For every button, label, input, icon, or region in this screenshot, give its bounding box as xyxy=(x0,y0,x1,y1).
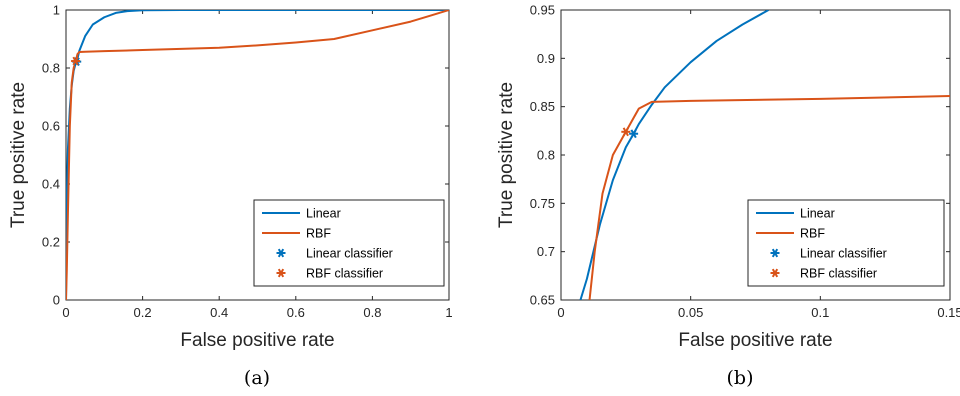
y-tick-label: 0.8 xyxy=(42,61,60,76)
legend-label: Linear classifier xyxy=(800,247,887,261)
panel-caption: (a) xyxy=(244,367,270,389)
marker-rbf-classifier xyxy=(71,56,81,66)
marker-rbf-classifier xyxy=(621,127,631,137)
x-axis-label: False positive rate xyxy=(678,330,832,351)
y-tick-label: 0.4 xyxy=(42,177,60,192)
y-tick-label: 0.7 xyxy=(537,244,555,259)
series-line-rbf xyxy=(588,95,950,300)
y-axis-label: True positive rate xyxy=(496,82,517,228)
legend-swatch-marker xyxy=(276,248,286,258)
legend-swatch-marker xyxy=(770,268,780,278)
series-line-rbf xyxy=(66,10,449,300)
marker-linear-classifier xyxy=(629,129,639,139)
legend: Linear RBF Linear classifier RBF classifier xyxy=(747,199,945,287)
x-tick-label: 0.15 xyxy=(937,305,960,320)
series-group xyxy=(579,10,950,300)
legend-label: RBF classifier xyxy=(800,267,877,281)
legend-label: Linear xyxy=(306,207,341,221)
x-tick-label: 0 xyxy=(62,305,69,320)
x-tick-label: 0.4 xyxy=(210,305,228,320)
y-tick-label: 0.75 xyxy=(530,196,555,211)
legend-label: RBF xyxy=(306,227,331,241)
y-tick-label: 0.95 xyxy=(530,3,555,18)
legend-box xyxy=(747,199,945,287)
y-tick-label: 1 xyxy=(53,3,60,18)
chart-panel-b: 0 0.05 0.1 0.15 0.65 0.7 0.75 0.8 0.85 0.9 0.95 Fal… xyxy=(496,3,960,390)
y-tick-label: 0.8 xyxy=(537,148,555,163)
x-tick-label: 0.1 xyxy=(811,305,829,320)
y-tick-label: 0.6 xyxy=(42,119,60,134)
legend-label: RBF classifier xyxy=(306,267,383,281)
legend-swatch-marker xyxy=(276,268,286,278)
series-group xyxy=(66,10,449,300)
x-tick-label: 0.05 xyxy=(678,305,703,320)
x-tick-label: 0.2 xyxy=(134,305,152,320)
x-axis-label: False positive rate xyxy=(180,330,334,351)
y-tick-label: 0.9 xyxy=(537,51,555,66)
legend-label: Linear classifier xyxy=(306,247,393,261)
y-axis-label: True positive rate xyxy=(8,82,29,228)
chart-panel-a: 0 0.2 0.4 0.6 0.8 1 0 0.2 0.4 0.6 0.8 1 False positi… xyxy=(8,3,453,390)
series-line-linear xyxy=(579,10,769,300)
y-tick-label: 0 xyxy=(53,293,60,308)
y-tick-label: 0.85 xyxy=(530,99,555,114)
y-tick-label: 0.65 xyxy=(530,293,555,308)
legend-swatch-marker xyxy=(770,248,780,258)
x-tick-label: 0.6 xyxy=(287,305,305,320)
x-tick-label: 0.8 xyxy=(363,305,381,320)
legend-box xyxy=(253,199,445,287)
x-tick-label: 1 xyxy=(445,305,452,320)
legend: Linear RBF Linear classifier RBF classifier xyxy=(253,199,445,287)
panel-caption: (b) xyxy=(727,367,754,389)
legend-label: RBF xyxy=(800,227,825,241)
legend-label: Linear xyxy=(800,207,835,221)
x-tick-label: 0 xyxy=(557,305,564,320)
y-tick-label: 0.2 xyxy=(42,235,60,250)
